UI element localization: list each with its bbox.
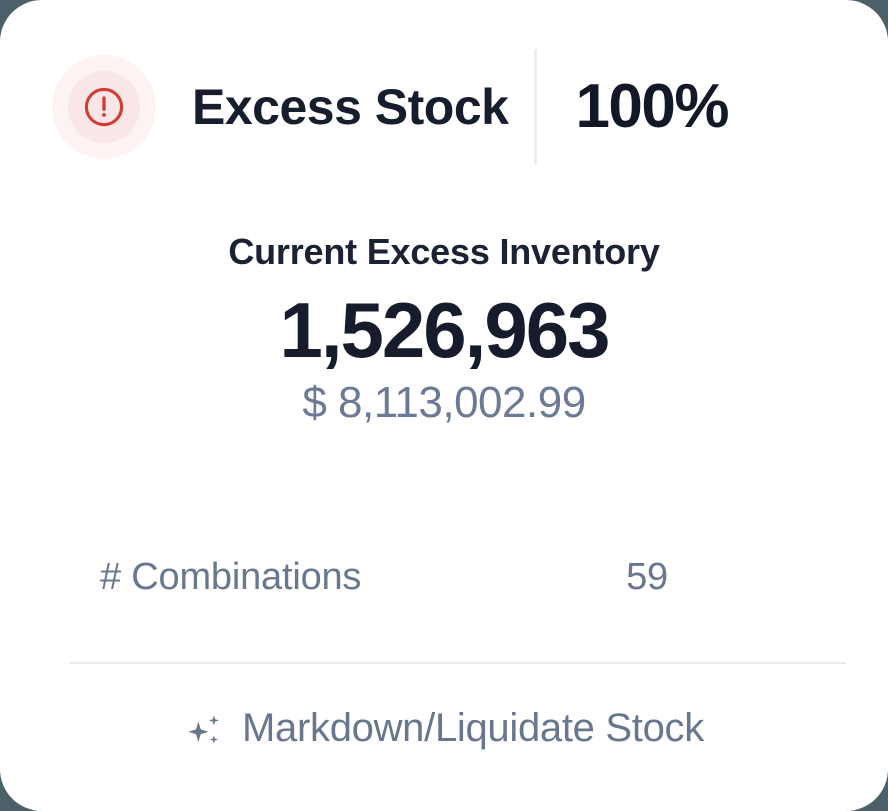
sparkles-icon bbox=[188, 714, 220, 744]
stat-row-combinations: # Combinations 59 bbox=[100, 556, 668, 599]
primary-metric-block: Current Excess Inventory 1,526,963 $ 8,1… bbox=[0, 232, 888, 428]
header-vertical-divider bbox=[534, 49, 538, 165]
primary-metric-value: 1,526,963 bbox=[279, 285, 610, 374]
action-label: Markdown/Liquidate Stock bbox=[242, 706, 704, 750]
stat-value-combinations: 59 bbox=[626, 556, 668, 598]
primary-metric-currency-value: $ 8,113,002.99 bbox=[302, 378, 586, 428]
card-header: Excess Stock 100% bbox=[0, 48, 888, 166]
stat-label-combinations: # Combinations bbox=[100, 556, 362, 598]
markdown-liquidate-stock-action[interactable]: Markdown/Liquidate Stock bbox=[0, 706, 888, 751]
section-divider bbox=[70, 662, 846, 664]
card-title: Excess Stock bbox=[192, 79, 509, 135]
primary-metric-label: Current Excess Inventory bbox=[228, 231, 660, 272]
status-indicator bbox=[52, 55, 156, 159]
percentage-value: 100% bbox=[575, 72, 729, 141]
alert-circle-icon bbox=[84, 87, 124, 127]
